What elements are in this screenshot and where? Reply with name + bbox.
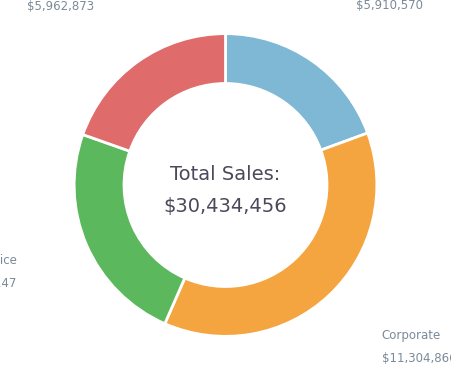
- Wedge shape: [165, 133, 377, 336]
- Text: Corporate: Corporate: [382, 329, 441, 343]
- Text: $5,962,873: $5,962,873: [27, 0, 94, 13]
- Text: Home Office: Home Office: [0, 254, 16, 267]
- Text: $11,304,866: $11,304,866: [382, 352, 451, 365]
- Text: $7,256,147: $7,256,147: [0, 277, 16, 290]
- Text: $5,910,570: $5,910,570: [356, 0, 423, 12]
- Wedge shape: [83, 34, 226, 151]
- Text: $30,434,456: $30,434,456: [164, 197, 287, 216]
- Wedge shape: [226, 34, 368, 150]
- Text: Total Sales:: Total Sales:: [170, 165, 281, 184]
- Wedge shape: [74, 135, 185, 324]
